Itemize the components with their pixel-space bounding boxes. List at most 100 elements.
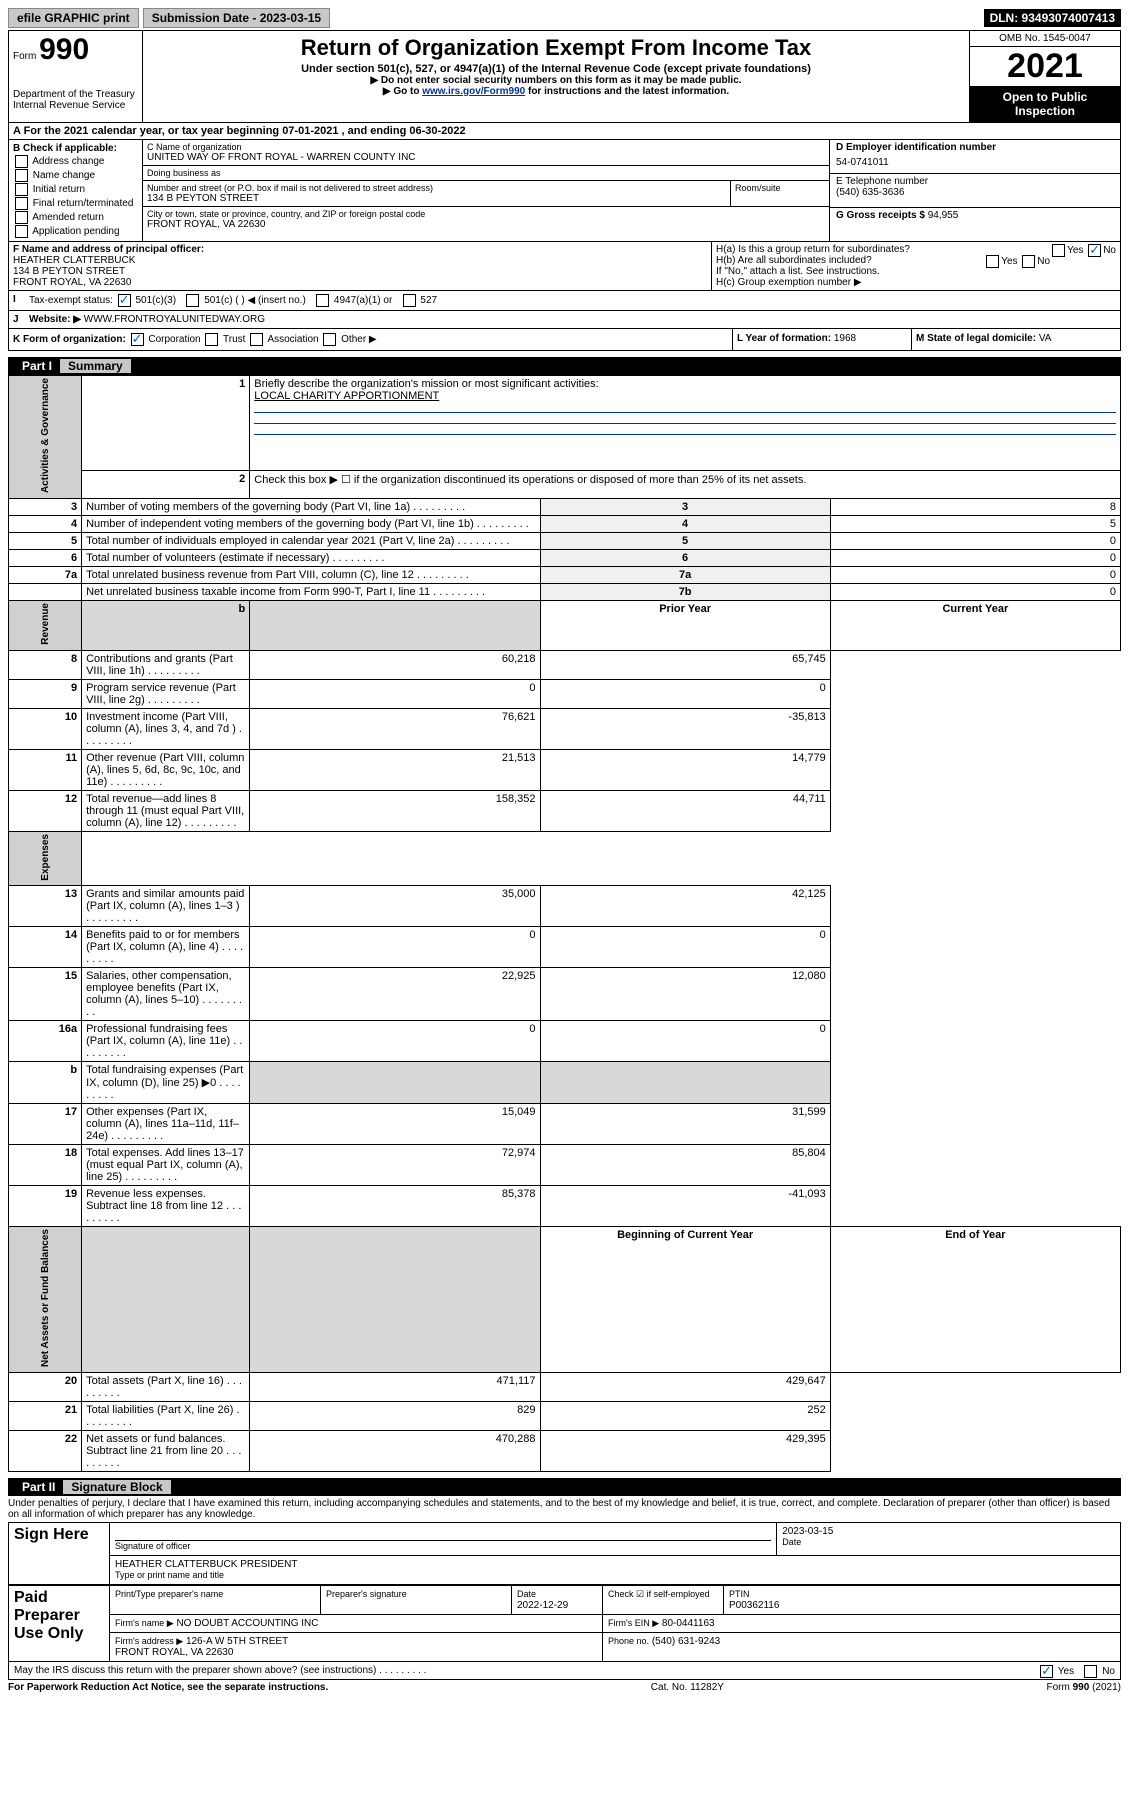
i-4947[interactable] [316, 294, 329, 307]
prep-sig-lbl: Preparer's signature [326, 1589, 407, 1599]
sig-date: 2023-03-15 [782, 1526, 1115, 1537]
l-lbl: L Year of formation: [737, 333, 831, 344]
side-rev: Revenue [40, 603, 51, 645]
irs-yes[interactable] [1040, 1665, 1053, 1678]
ein-lbl: Firm's EIN ▶ [608, 1618, 659, 1628]
colb-item: Amended return [13, 211, 138, 224]
org-info-block: B Check if applicable: Address change Na… [8, 140, 1121, 242]
k-other[interactable] [323, 333, 336, 346]
street: 134 B PEYTON STREET [147, 193, 726, 204]
firm-lbl: Firm's name ▶ [115, 1618, 174, 1628]
table-row: 21Total liabilities (Part X, line 26)829… [9, 1402, 1121, 1431]
klm-row: K Form of organization: Corporation Trus… [8, 329, 1121, 351]
sig-officer-lbl: Signature of officer [115, 1541, 190, 1551]
m-val: VA [1039, 333, 1052, 344]
form-title: Return of Organization Exempt From Incom… [147, 35, 965, 61]
f-lbl: F Name and address of principal officer: [13, 244, 707, 255]
hb: H(b) Are all subordinates included? [716, 255, 872, 266]
summary-table: Activities & Governance 1 Briefly descri… [8, 375, 1121, 1472]
open-public: Open to Public Inspection [970, 86, 1120, 122]
table-row: 13Grants and similar amounts paid (Part … [9, 886, 1121, 927]
i-501c[interactable] [186, 294, 199, 307]
colb-item: Address change [13, 155, 138, 168]
row-j: J Website: ▶ WWW.FRONTROYALUNITEDWAY.ORG [8, 311, 1121, 329]
prep-date: 2022-12-29 [517, 1600, 568, 1611]
d-lbl: D Employer identification number [836, 142, 1114, 153]
hb-yes[interactable] [986, 255, 999, 268]
side-bal: Net Assets or Fund Balances [40, 1229, 51, 1367]
k-trust[interactable] [205, 333, 218, 346]
ha-no[interactable] [1088, 244, 1101, 257]
part2-title: Signature Block [63, 1480, 170, 1494]
k-corp[interactable] [131, 333, 144, 346]
col-c: C Name of organization UNITED WAY OF FRO… [143, 140, 829, 241]
j-lbl: Website: ▶ [29, 314, 81, 325]
table-row: 20Total assets (Part X, line 16)471,1174… [9, 1373, 1121, 1402]
i-501c3[interactable] [118, 294, 131, 307]
f-name: HEATHER CLATTERBUCK [13, 255, 707, 266]
paid-preparer: Paid Preparer Use Only [9, 1586, 110, 1662]
table-row: 12Total revenue—add lines 8 through 11 (… [9, 790, 1121, 831]
part1-title: Summary [60, 359, 131, 373]
officer-name-lbl: Type or print name and title [115, 1570, 224, 1580]
table-row: 18Total expenses. Add lines 13–17 (must … [9, 1145, 1121, 1186]
irs-link[interactable]: www.irs.gov/Form990 [422, 86, 525, 97]
sign-here-table: Sign Here Signature of officer 2023-03-1… [8, 1522, 1121, 1585]
i-lbl: Tax-exempt status: [29, 295, 113, 306]
irs-discuss: May the IRS discuss this return with the… [8, 1662, 1121, 1680]
topbar: efile GRAPHIC print Submission Date - 20… [8, 8, 1121, 28]
colb-item: Final return/terminated [13, 197, 138, 210]
room-lbl: Room/suite [735, 183, 825, 193]
sig-date-lbl: Date [782, 1537, 801, 1547]
efile-graphic-btn[interactable]: efile GRAPHIC print [8, 8, 139, 28]
form-header: Form 990 Department of the Treasury Inte… [8, 30, 1121, 123]
line-a: A For the 2021 calendar year, or tax yea… [8, 123, 1121, 140]
table-row: bTotal fundraising expenses (Part IX, co… [9, 1062, 1121, 1104]
officer-name: HEATHER CLATTERBUCK PRESIDENT [115, 1559, 1115, 1570]
prep-name-lbl: Print/Type preparer's name [115, 1589, 223, 1599]
part1-bar: Part I Summary [8, 357, 1121, 375]
name-lbl: C Name of organization [147, 142, 825, 152]
firm-addr-lbl: Firm's address ▶ [115, 1636, 183, 1646]
table-row: 8Contributions and grants (Part VIII, li… [9, 650, 1121, 679]
m-lbl: M State of legal domicile: [916, 333, 1036, 344]
self-emp: Check ☑ if self-employed [608, 1589, 710, 1599]
submission-date: Submission Date - 2023-03-15 [143, 8, 330, 28]
hdr-end: End of Year [830, 1227, 1120, 1373]
ha-yes[interactable] [1052, 244, 1065, 257]
form-number: 990 [39, 33, 89, 66]
colb-item: Initial return [13, 183, 138, 196]
table-row: 19Revenue less expenses. Subtract line 1… [9, 1186, 1121, 1227]
table-row: 5Total number of individuals employed in… [9, 533, 1121, 550]
part1-label: Part I [14, 359, 60, 373]
dln: DLN: 93493074007413 [984, 9, 1121, 27]
org-name: UNITED WAY OF FRONT ROYAL - WARREN COUNT… [147, 152, 825, 163]
phone: (540) 635-3636 [836, 187, 1114, 198]
hb-note: If "No," attach a list. See instructions… [716, 266, 1116, 277]
e-lbl: E Telephone number [836, 176, 1114, 187]
mission: LOCAL CHARITY APPORTIONMENT [254, 390, 439, 402]
table-row: 4Number of independent voting members of… [9, 516, 1121, 533]
k-assoc[interactable] [250, 333, 263, 346]
hdr-prior: Prior Year [540, 601, 830, 651]
gross-receipts: 94,955 [928, 210, 959, 221]
part2-label: Part II [14, 1480, 63, 1494]
table-row: 6Total number of volunteers (estimate if… [9, 550, 1121, 567]
colb-item: Name change [13, 169, 138, 182]
side-exp: Expenses [40, 834, 51, 881]
irs-no[interactable] [1084, 1665, 1097, 1678]
city-lbl: City or town, state or province, country… [147, 209, 825, 219]
i-527[interactable] [403, 294, 416, 307]
ptin-lbl: PTIN [729, 1589, 750, 1599]
table-row: Net unrelated business taxable income fr… [9, 584, 1121, 601]
omb: OMB No. 1545-0047 [970, 31, 1120, 47]
website: WWW.FRONTROYALUNITEDWAY.ORG [84, 314, 265, 325]
addr-lbl: Number and street (or P.O. box if mail i… [147, 183, 726, 193]
firm-phone: (540) 631-9243 [652, 1636, 720, 1647]
f-addr1: 134 B PEYTON STREET [13, 266, 707, 277]
table-row: 15Salaries, other compensation, employee… [9, 968, 1121, 1021]
hb-no[interactable] [1022, 255, 1035, 268]
row-i: I Tax-exempt status: 501(c)(3) 501(c) ( … [8, 291, 1121, 311]
sub2a: ▶ Do not enter social security numbers o… [147, 75, 965, 86]
hc: H(c) Group exemption number ▶ [716, 277, 1116, 288]
